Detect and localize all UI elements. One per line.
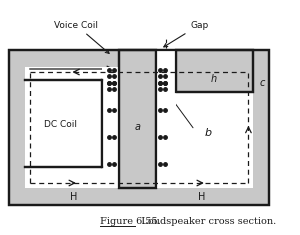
Bar bbox=[176, 50, 253, 92]
Text: Figure 6.55.: Figure 6.55. bbox=[100, 216, 161, 226]
Text: $a$: $a$ bbox=[134, 122, 142, 132]
Text: $h$: $h$ bbox=[209, 72, 217, 84]
Text: Voice Coil: Voice Coil bbox=[54, 20, 109, 53]
Text: H: H bbox=[70, 192, 78, 202]
Bar bbox=[102, 67, 119, 188]
Bar bbox=[9, 50, 269, 205]
Text: $b$: $b$ bbox=[204, 126, 213, 138]
Bar bbox=[156, 92, 176, 188]
Text: H: H bbox=[198, 192, 206, 202]
Text: Gap: Gap bbox=[164, 20, 208, 47]
Bar bbox=[9, 50, 269, 205]
Bar bbox=[156, 50, 176, 92]
Bar bbox=[25, 67, 253, 188]
Bar bbox=[176, 50, 253, 92]
Text: $c$: $c$ bbox=[259, 78, 266, 88]
Bar bbox=[119, 50, 156, 188]
Bar bbox=[25, 80, 102, 167]
Text: Loudspeaker cross section.: Loudspeaker cross section. bbox=[135, 216, 277, 226]
Text: DC Coil: DC Coil bbox=[44, 120, 77, 129]
Bar bbox=[119, 50, 156, 188]
